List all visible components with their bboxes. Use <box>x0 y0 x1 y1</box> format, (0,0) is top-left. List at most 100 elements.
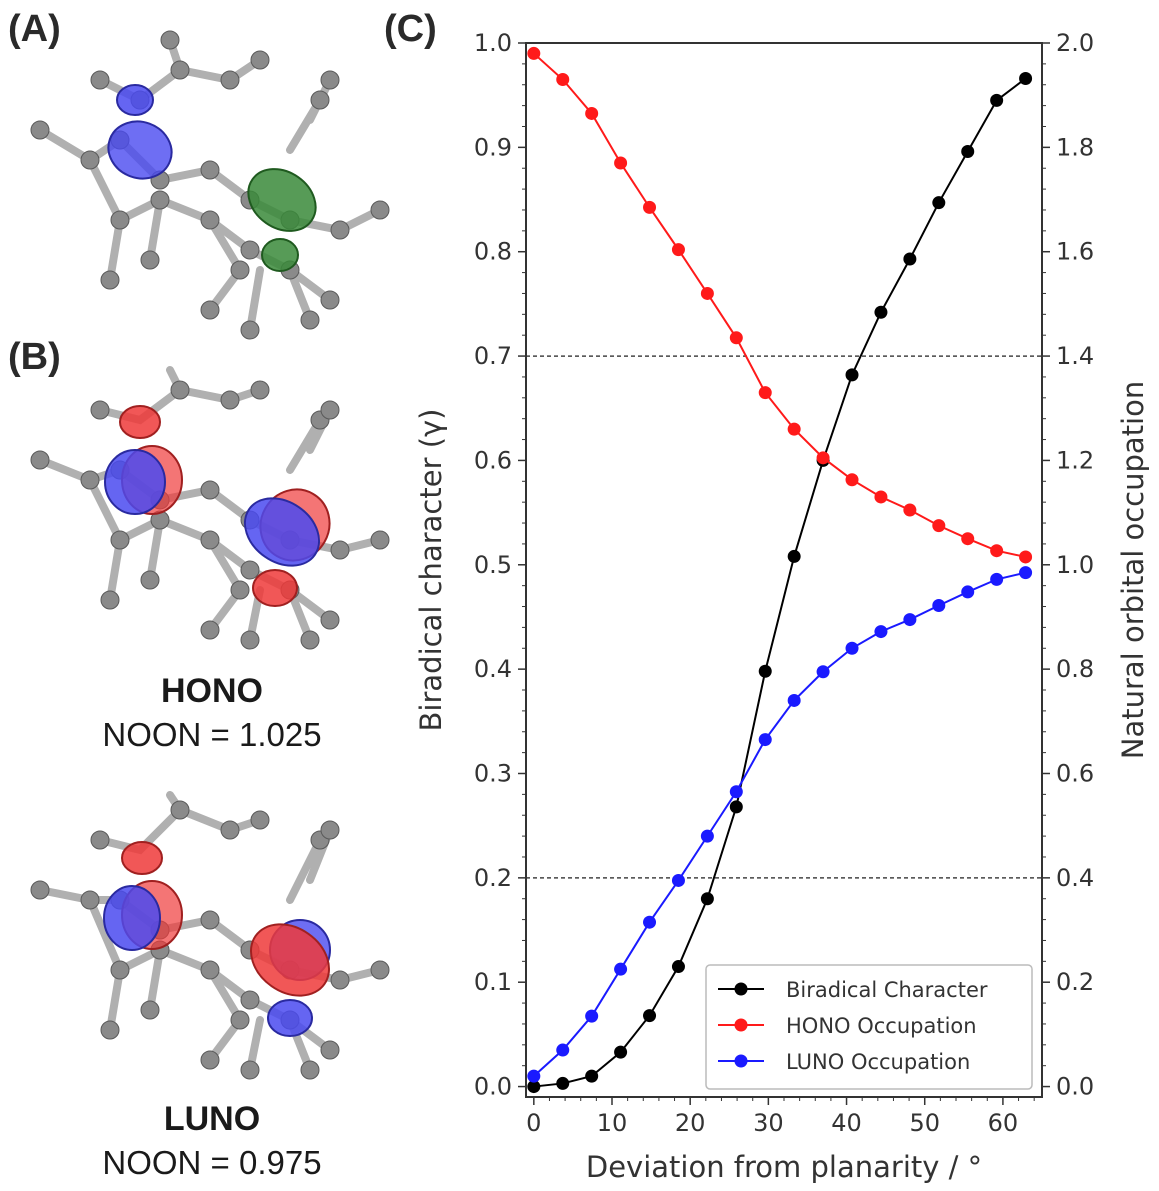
data-point <box>729 331 743 345</box>
y2-tick-label: 1.4 <box>1056 342 1094 370</box>
molecule-luno-image <box>30 791 390 1080</box>
legend-entry-1: HONO Occupation <box>786 1014 977 1038</box>
data-point <box>671 243 685 257</box>
data-point <box>614 962 628 976</box>
data-point <box>961 532 975 546</box>
data-point <box>816 451 830 465</box>
data-point <box>961 145 975 159</box>
data-point <box>903 613 917 627</box>
data-point <box>1019 71 1033 85</box>
data-point <box>903 252 917 266</box>
data-point <box>932 196 946 210</box>
data-point <box>729 785 743 799</box>
y-tick-label: 0.9 <box>474 133 512 161</box>
luno-title: LUNO <box>163 1100 261 1138</box>
data-point <box>758 733 772 747</box>
hono-noon: NOON = 1.025 <box>102 716 322 753</box>
data-point <box>874 625 888 639</box>
data-point <box>990 93 1004 107</box>
data-point <box>527 46 541 60</box>
plot-frame <box>525 42 1043 1098</box>
y-tick-label: 0.3 <box>474 759 512 787</box>
data-point <box>527 1069 541 1083</box>
y2-tick-label: 2.0 <box>1056 29 1094 57</box>
y2-axis-label: Natural orbital occupation <box>1116 381 1150 759</box>
data-point <box>643 1009 657 1023</box>
y2-tick-label: 0.2 <box>1056 968 1094 996</box>
y-tick-label: 0.1 <box>474 968 512 996</box>
data-point <box>527 1080 541 1094</box>
data-point <box>700 892 714 906</box>
data-point <box>614 1045 628 1059</box>
luno-noon: NOON = 0.975 <box>102 1144 322 1181</box>
x-tick-label: 30 <box>753 1109 784 1137</box>
y-tick-label: 0.0 <box>474 1073 512 1101</box>
orbital-lobes-a <box>107 84 317 272</box>
y2-tick-label: 1.8 <box>1056 133 1094 161</box>
data-point <box>556 1043 570 1057</box>
data-point <box>874 490 888 504</box>
data-point <box>556 73 570 87</box>
y2-tick-label: 0.8 <box>1056 655 1094 683</box>
y-tick-label: 0.4 <box>474 655 512 683</box>
y2-tick-label: 0.0 <box>1056 1073 1094 1101</box>
data-point <box>961 585 975 599</box>
series-line-0 <box>533 77 1027 1088</box>
data-point <box>585 1069 599 1083</box>
data-point <box>990 572 1004 586</box>
y-tick-label: 0.6 <box>474 446 512 474</box>
legend-swatch-marker <box>734 982 748 996</box>
data-point <box>787 422 801 436</box>
data-point <box>758 386 772 400</box>
y-tick-label: 1.0 <box>474 29 512 57</box>
data-point <box>643 200 657 214</box>
legend-swatch-marker <box>734 1018 748 1032</box>
y2-tick-label: 1.0 <box>1056 551 1094 579</box>
data-point <box>585 1009 599 1023</box>
data-point <box>1019 566 1033 580</box>
y2-tick-label: 1.2 <box>1056 446 1094 474</box>
data-point <box>990 544 1004 558</box>
orbital-lobes-hono <box>104 405 331 607</box>
data-point <box>671 873 685 887</box>
data-point <box>614 156 628 170</box>
data-point <box>932 519 946 533</box>
x-tick-label: 60 <box>988 1109 1019 1137</box>
data-point <box>556 1076 570 1090</box>
panel-label-b: (B) <box>8 336 61 378</box>
y-tick-label: 0.5 <box>474 551 512 579</box>
orbital-lobes-luno <box>103 841 331 1037</box>
x-tick-label: 40 <box>831 1109 862 1137</box>
legend-entry-0: Biradical Character <box>786 978 988 1002</box>
y-axis-label: Biradical character (γ) <box>414 409 448 732</box>
data-point <box>787 549 801 563</box>
x-tick-label: 50 <box>909 1109 940 1137</box>
data-point <box>816 665 830 679</box>
molecule-b-image <box>30 366 390 650</box>
hono-title: HONO <box>161 672 263 710</box>
data-point <box>700 829 714 843</box>
data-point <box>845 641 859 655</box>
x-tick-label: 20 <box>675 1109 706 1137</box>
y-tick-label: 0.2 <box>474 864 512 892</box>
panel-label-a: (A) <box>8 8 61 50</box>
y2-tick-label: 0.6 <box>1056 759 1094 787</box>
data-point <box>643 915 657 929</box>
data-point <box>874 305 888 319</box>
data-point <box>585 106 599 120</box>
molecule-a-image <box>30 30 390 340</box>
data-point <box>758 664 772 678</box>
data-point <box>700 286 714 300</box>
x-tick-label: 0 <box>526 1109 541 1137</box>
data-point <box>903 503 917 517</box>
data-point <box>932 598 946 612</box>
data-point <box>845 473 859 487</box>
panel-label-c: (C) <box>384 8 437 50</box>
data-point <box>1019 550 1033 564</box>
y2-tick-label: 1.6 <box>1056 238 1094 266</box>
y-tick-label: 0.7 <box>474 342 512 370</box>
data-point <box>671 960 685 974</box>
legend-entry-2: LUNO Occupation <box>786 1050 970 1074</box>
y-tick-label: 0.8 <box>474 238 512 266</box>
